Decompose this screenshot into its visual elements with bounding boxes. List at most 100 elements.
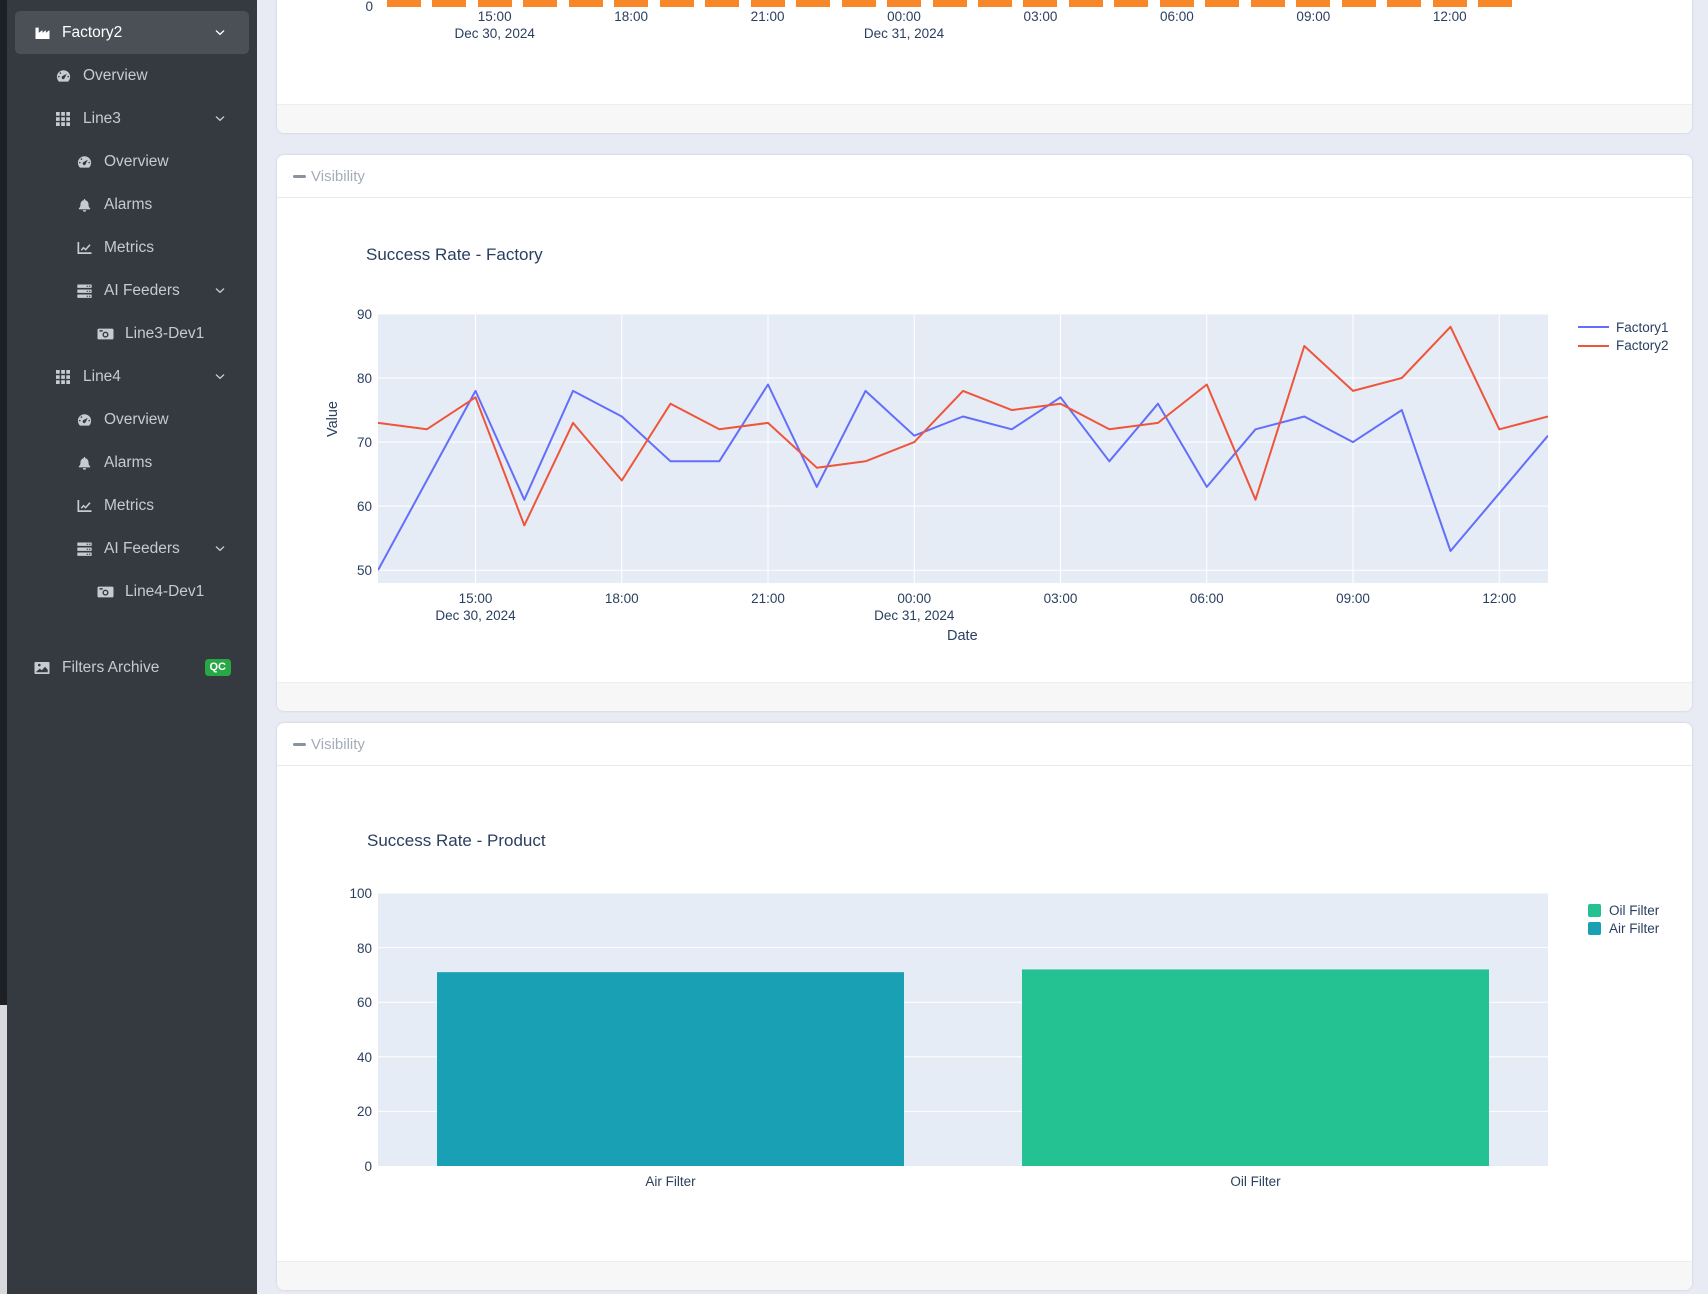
card-hourly-chart: 0 15:00 18:00 21:00 00:00 03:00 06:00 09:00 12:… bbox=[277, 0, 1692, 133]
sidebar-item-overview[interactable]: Overview bbox=[15, 398, 249, 441]
chevron-down-icon bbox=[214, 371, 226, 383]
sidebar-item-label: Line3-Dev1 bbox=[125, 324, 205, 342]
bar bbox=[1478, 0, 1513, 7]
main-content: 0 15:00 18:00 21:00 00:00 03:00 06:00 09:00 12:… bbox=[257, 0, 1708, 1294]
bar bbox=[705, 0, 740, 7]
sidebar-item-label: Line3 bbox=[83, 109, 121, 127]
sidebar-item-label: AI Feeders bbox=[104, 281, 180, 299]
sidebar-item-label: Alarms bbox=[104, 453, 153, 471]
legend-item-factory1[interactable]: Factory1 bbox=[1578, 318, 1669, 336]
sidebar-item-label: Overview bbox=[104, 410, 169, 428]
sidebar-item-label: Metrics bbox=[104, 238, 154, 256]
bar bbox=[1114, 0, 1149, 7]
y-tick-label: 50 bbox=[356, 563, 372, 579]
x-tick-label: 00:00 bbox=[887, 9, 921, 24]
sidebar: Factory2 Overview Line3 Overview Alarms Metri… bbox=[0, 0, 257, 1294]
sidebar-item-ai-feeders[interactable]: AI Feeders bbox=[15, 527, 249, 570]
x-tick-label: 06:00 bbox=[1159, 9, 1194, 24]
sidebar-item-metrics[interactable]: Metrics bbox=[15, 484, 249, 527]
legend-item-air-filter[interactable]: Air Filter bbox=[1588, 919, 1659, 937]
bar bbox=[523, 0, 558, 7]
factory-icon bbox=[30, 25, 54, 41]
scrollbar-track[interactable] bbox=[0, 0, 7, 1294]
chevron-down-icon bbox=[214, 285, 226, 297]
product-chart-plot[interactable] bbox=[378, 893, 1548, 1166]
card-footer bbox=[277, 1261, 1692, 1290]
bar bbox=[1159, 0, 1194, 7]
sidebar-item-alarms[interactable]: Alarms bbox=[15, 183, 249, 226]
legend-square-swatch bbox=[1588, 921, 1601, 935]
sidebar-item-line3[interactable]: Line3 bbox=[15, 97, 249, 140]
chevron-down-icon bbox=[214, 113, 226, 125]
sidebar-item-overview[interactable]: Overview bbox=[15, 54, 249, 97]
x-tick-label: 15:00 bbox=[477, 9, 512, 24]
x-category-label: Oil Filter bbox=[1230, 1174, 1281, 1189]
sidebar-item-label: Overview bbox=[104, 152, 169, 170]
y-tick-label: 40 bbox=[356, 1049, 372, 1065]
legend-label: Air Filter bbox=[1609, 920, 1660, 936]
x-tick-label: 09:00 bbox=[1296, 9, 1331, 24]
bar bbox=[1205, 0, 1240, 7]
x-tick-label: 00:00 bbox=[897, 591, 932, 606]
bar bbox=[932, 0, 967, 7]
sidebar-item-factory2[interactable]: Factory2 bbox=[15, 11, 249, 54]
gauge-icon bbox=[72, 154, 96, 170]
legend-line-swatch bbox=[1578, 344, 1609, 347]
panel-header: Visibility bbox=[277, 155, 1692, 198]
sidebar-item-filters-archive[interactable]: Filters Archive QC bbox=[15, 646, 249, 689]
bar bbox=[432, 0, 467, 7]
sidebar-item-overview[interactable]: Overview bbox=[15, 140, 249, 183]
bar bbox=[614, 0, 649, 7]
legend-item-factory2[interactable]: Factory2 bbox=[1578, 337, 1669, 355]
bar bbox=[1387, 0, 1422, 7]
y-tick-label: 100 bbox=[349, 886, 372, 901]
hourly-bar-chart[interactable]: 0 15:00 18:00 21:00 00:00 03:00 06:00 09:00 12:… bbox=[277, 0, 1692, 105]
bar bbox=[568, 0, 603, 7]
chevron-down-icon bbox=[214, 543, 226, 555]
chevron-down-icon bbox=[214, 27, 226, 39]
grid-icon bbox=[51, 369, 75, 385]
gauge-icon bbox=[51, 68, 75, 84]
camera-icon bbox=[93, 584, 117, 600]
product-bar-chart[interactable]: Success Rate - Product 0 20 40 60 80 100 Air F… bbox=[277, 765, 1692, 1262]
x-tick-label: 15:00 bbox=[458, 591, 493, 606]
y-tick-label: 20 bbox=[356, 1104, 372, 1120]
sidebar-item-label: Metrics bbox=[104, 496, 154, 514]
legend-item-oil-filter[interactable]: Oil Filter bbox=[1588, 901, 1659, 919]
x-date-label: Dec 31, 2024 bbox=[863, 26, 945, 41]
x-date-label: Dec 30, 2024 bbox=[435, 608, 516, 623]
factory-chart-plot[interactable] bbox=[378, 314, 1548, 583]
gauge-icon bbox=[72, 412, 96, 428]
chart-line-icon bbox=[72, 240, 96, 256]
sidebar-item-line3-dev1[interactable]: Line3-Dev1 bbox=[15, 312, 249, 355]
bar bbox=[1068, 0, 1103, 7]
x-tick-label: 03:00 bbox=[1023, 9, 1058, 24]
panel-header: Visibility bbox=[277, 723, 1692, 766]
sidebar-item-label: Filters Archive bbox=[62, 658, 160, 676]
factory-line-chart[interactable]: Success Rate - Factory Value Date 50 60 70… bbox=[277, 197, 1692, 683]
panel-title: Visibility bbox=[311, 167, 365, 185]
x-tick-label: 06:00 bbox=[1189, 591, 1224, 606]
card-footer bbox=[277, 682, 1692, 711]
y-tick-label: 0 bbox=[364, 1159, 372, 1174]
minus-icon bbox=[293, 742, 306, 746]
bar bbox=[386, 0, 421, 7]
y-tick-label: 60 bbox=[356, 995, 372, 1011]
bar bbox=[1250, 0, 1285, 7]
y-tick-label: 80 bbox=[356, 940, 372, 956]
scrollbar-thumb[interactable] bbox=[0, 0, 7, 1005]
sidebar-item-line4-dev1[interactable]: Line4-Dev1 bbox=[15, 570, 249, 613]
image-icon bbox=[30, 660, 54, 676]
sidebar-item-label: AI Feeders bbox=[104, 539, 180, 557]
server-icon bbox=[72, 541, 96, 557]
qc-badge: QC bbox=[204, 659, 231, 676]
y-axis-title: Value bbox=[325, 401, 341, 438]
sidebar-item-ai-feeders[interactable]: AI Feeders bbox=[15, 269, 249, 312]
sidebar-item-line4[interactable]: Line4 bbox=[15, 355, 249, 398]
sidebar-item-label: Line4-Dev1 bbox=[125, 582, 205, 600]
chart-line-icon bbox=[72, 498, 96, 514]
sidebar-item-alarms[interactable]: Alarms bbox=[15, 441, 249, 484]
legend-square-swatch bbox=[1588, 903, 1601, 917]
legend-label: Oil Filter bbox=[1609, 902, 1660, 918]
sidebar-item-metrics[interactable]: Metrics bbox=[15, 226, 249, 269]
